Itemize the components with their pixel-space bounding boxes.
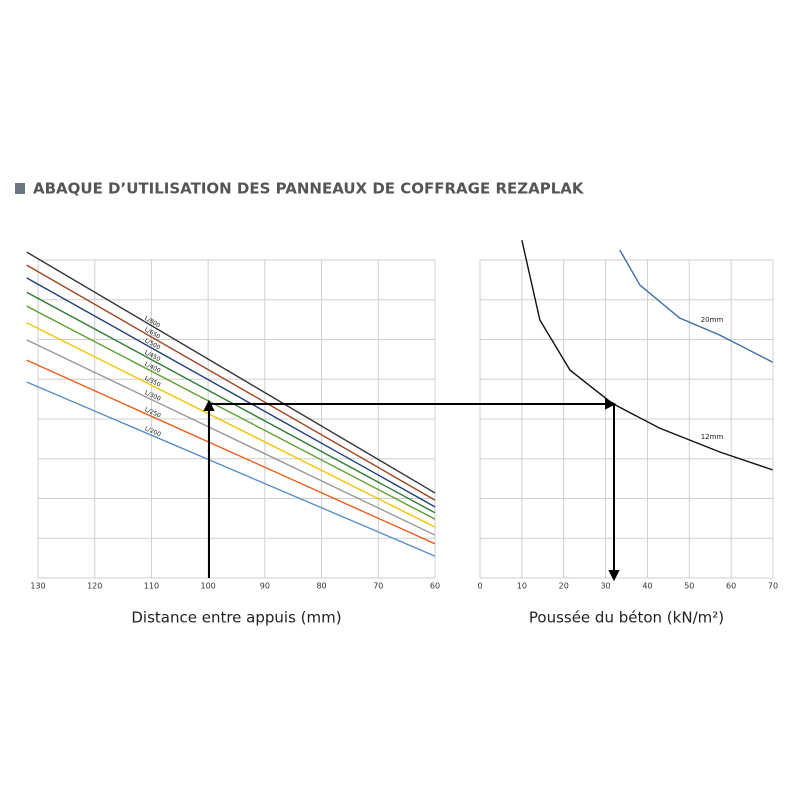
- arrow-head: [203, 399, 215, 411]
- x-tick-label: 30: [600, 582, 610, 591]
- x-tick-label: 90: [260, 582, 270, 591]
- line-label: 20mm: [701, 316, 724, 324]
- title-marker: [15, 183, 25, 194]
- x-tick-label: 120: [87, 582, 102, 591]
- x-tick-label: 50: [684, 582, 694, 591]
- data-line: [26, 381, 436, 557]
- data-line: [26, 264, 436, 501]
- data-line: [26, 277, 436, 508]
- x-tick-label: 10: [517, 582, 527, 591]
- x-tick-label: 0: [477, 582, 482, 591]
- x-tick-label: 80: [316, 582, 326, 591]
- x-tick-label: 40: [642, 582, 652, 591]
- data-line: [26, 339, 436, 536]
- data-line: [26, 359, 436, 545]
- x-tick-label: 110: [144, 582, 159, 591]
- x-tick-label: 70: [373, 582, 383, 591]
- arrow-head: [605, 398, 617, 410]
- x-tick-label: 70: [768, 582, 778, 591]
- arrow-head: [608, 570, 620, 582]
- x-tick-label: 60: [726, 582, 736, 591]
- data-line: [26, 291, 436, 514]
- data-line: [26, 305, 436, 520]
- x-tick-label: 130: [30, 582, 45, 591]
- data-line: [619, 249, 773, 363]
- x-tick-label: 20: [559, 582, 569, 591]
- chart-title: ABAQUE D’UTILISATION DES PANNEAUX DE COF…: [33, 180, 585, 198]
- data-line: [26, 322, 436, 528]
- line-label: 12mm: [701, 433, 724, 441]
- x-tick-label: 100: [201, 582, 216, 591]
- example-path: [203, 398, 620, 582]
- data-line: [26, 251, 436, 494]
- x-axis-title: Distance entre appuis (mm): [131, 609, 341, 627]
- x-axis-title: Poussée du béton (kN/m²): [529, 609, 724, 627]
- x-tick-label: 60: [430, 582, 440, 591]
